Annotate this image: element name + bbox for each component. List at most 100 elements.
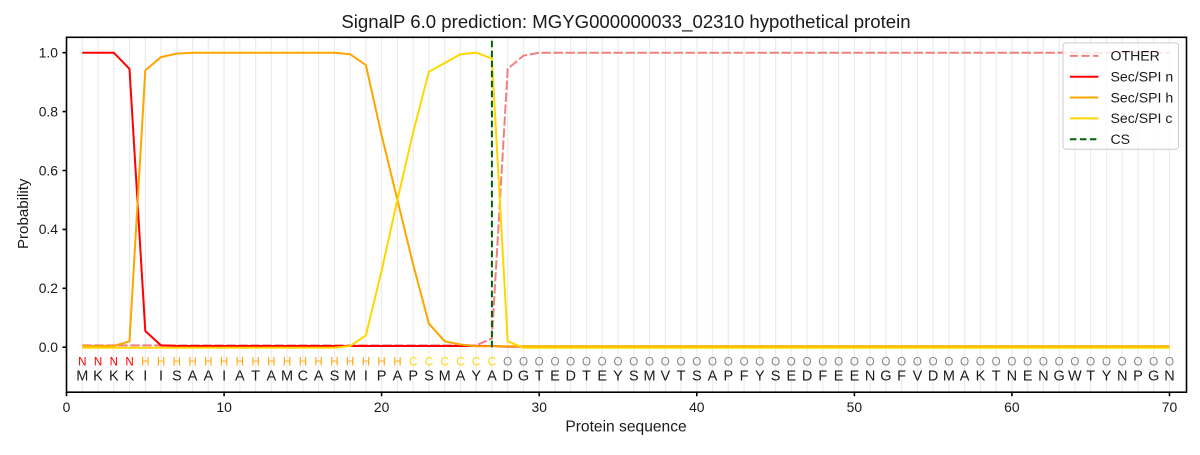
svg-text:O: O: [1007, 355, 1016, 368]
svg-text:H: H: [173, 355, 181, 368]
svg-text:V: V: [660, 369, 670, 385]
svg-text:E: E: [597, 369, 607, 385]
svg-text:A: A: [188, 369, 198, 385]
svg-text:C: C: [488, 355, 496, 368]
svg-text:T: T: [992, 369, 1001, 385]
svg-text:A: A: [203, 369, 213, 385]
svg-text:P: P: [408, 369, 418, 385]
svg-text:O: O: [771, 355, 780, 368]
svg-text:O: O: [834, 355, 843, 368]
svg-text:O: O: [960, 355, 969, 368]
svg-text:C: C: [425, 355, 433, 368]
svg-text:A: A: [393, 369, 403, 385]
svg-text:P: P: [723, 369, 733, 385]
svg-text:G: G: [518, 369, 529, 385]
svg-text:Sec/SPI h: Sec/SPI h: [1111, 89, 1174, 105]
svg-text:A: A: [708, 369, 718, 385]
svg-text:K: K: [976, 369, 986, 385]
svg-text:C: C: [472, 355, 480, 368]
svg-text:S: S: [424, 369, 434, 385]
svg-text:C: C: [441, 355, 449, 368]
svg-text:O: O: [850, 355, 859, 368]
svg-text:CS: CS: [1111, 131, 1131, 147]
svg-text:T: T: [677, 369, 686, 385]
svg-text:D: D: [502, 369, 512, 385]
svg-text:A: A: [235, 369, 245, 385]
svg-text:I: I: [222, 369, 226, 385]
svg-text:C: C: [409, 355, 417, 368]
svg-text:H: H: [157, 355, 165, 368]
svg-text:O: O: [692, 355, 701, 368]
svg-text:M: M: [76, 369, 88, 385]
svg-text:T: T: [1086, 369, 1095, 385]
svg-text:A: A: [314, 369, 324, 385]
svg-text:N: N: [1117, 369, 1127, 385]
svg-text:O: O: [1165, 355, 1174, 368]
svg-text:SignalP 6.0 prediction: MGYG00: SignalP 6.0 prediction: MGYG000000033_02…: [341, 11, 910, 33]
svg-text:N: N: [94, 355, 102, 368]
svg-text:H: H: [267, 355, 275, 368]
svg-text:O: O: [1055, 355, 1064, 368]
svg-text:O: O: [535, 355, 544, 368]
svg-text:O: O: [724, 355, 733, 368]
svg-text:F: F: [740, 369, 749, 385]
svg-text:O: O: [1086, 355, 1095, 368]
svg-text:O: O: [550, 355, 559, 368]
svg-text:E: E: [550, 369, 560, 385]
svg-text:O: O: [897, 355, 906, 368]
svg-text:G: G: [1054, 369, 1065, 385]
svg-text:O: O: [755, 355, 764, 368]
svg-text:O: O: [661, 355, 670, 368]
svg-text:A: A: [456, 369, 466, 385]
svg-text:A: A: [266, 369, 276, 385]
svg-text:H: H: [236, 355, 244, 368]
svg-text:I: I: [143, 369, 147, 385]
svg-text:Probability: Probability: [15, 178, 32, 249]
svg-text:O: O: [976, 355, 985, 368]
svg-text:Sec/SPI c: Sec/SPI c: [1111, 110, 1173, 126]
svg-text:H: H: [141, 355, 149, 368]
svg-text:10: 10: [216, 399, 232, 415]
svg-text:G: G: [1148, 369, 1159, 385]
svg-text:60: 60: [1004, 399, 1020, 415]
svg-text:O: O: [929, 355, 938, 368]
svg-text:T: T: [535, 369, 544, 385]
svg-text:O: O: [708, 355, 717, 368]
svg-text:N: N: [865, 369, 875, 385]
svg-text:S: S: [629, 369, 639, 385]
svg-text:0.8: 0.8: [39, 103, 59, 119]
svg-text:O: O: [582, 355, 591, 368]
svg-text:O: O: [913, 355, 922, 368]
svg-text:C: C: [298, 369, 308, 385]
svg-text:M: M: [439, 369, 451, 385]
svg-text:M: M: [281, 369, 293, 385]
svg-text:Y: Y: [613, 369, 623, 385]
svg-text:E: E: [1023, 369, 1033, 385]
svg-text:H: H: [299, 355, 307, 368]
svg-text:H: H: [393, 355, 401, 368]
svg-text:N: N: [1038, 369, 1048, 385]
svg-text:D: D: [802, 369, 812, 385]
svg-text:O: O: [1118, 355, 1127, 368]
svg-text:F: F: [818, 369, 827, 385]
svg-text:0.2: 0.2: [39, 280, 59, 296]
svg-text:P: P: [1133, 369, 1143, 385]
svg-text:O: O: [1070, 355, 1079, 368]
svg-text:A: A: [960, 369, 970, 385]
svg-text:O: O: [992, 355, 1001, 368]
svg-text:40: 40: [689, 399, 705, 415]
svg-text:Protein sequence: Protein sequence: [565, 419, 686, 436]
svg-text:O: O: [1149, 355, 1158, 368]
svg-text:O: O: [866, 355, 875, 368]
svg-text:Sec/SPI n: Sec/SPI n: [1111, 69, 1174, 85]
svg-text:W: W: [1068, 369, 1082, 385]
svg-text:H: H: [188, 355, 196, 368]
svg-text:H: H: [377, 355, 385, 368]
svg-text:S: S: [172, 369, 182, 385]
svg-text:N: N: [1007, 369, 1017, 385]
svg-text:O: O: [803, 355, 812, 368]
svg-text:O: O: [944, 355, 953, 368]
svg-text:G: G: [880, 369, 891, 385]
svg-text:O: O: [1102, 355, 1111, 368]
svg-text:Y: Y: [1102, 369, 1112, 385]
